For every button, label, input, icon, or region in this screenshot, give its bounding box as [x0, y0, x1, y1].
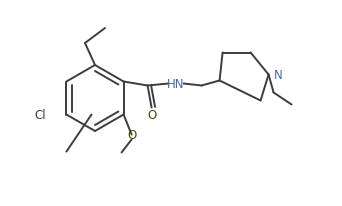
Text: N: N — [274, 69, 282, 82]
Text: O: O — [147, 109, 156, 121]
Text: HN: HN — [167, 78, 184, 91]
Text: Cl: Cl — [35, 109, 46, 121]
Text: O: O — [127, 128, 136, 141]
